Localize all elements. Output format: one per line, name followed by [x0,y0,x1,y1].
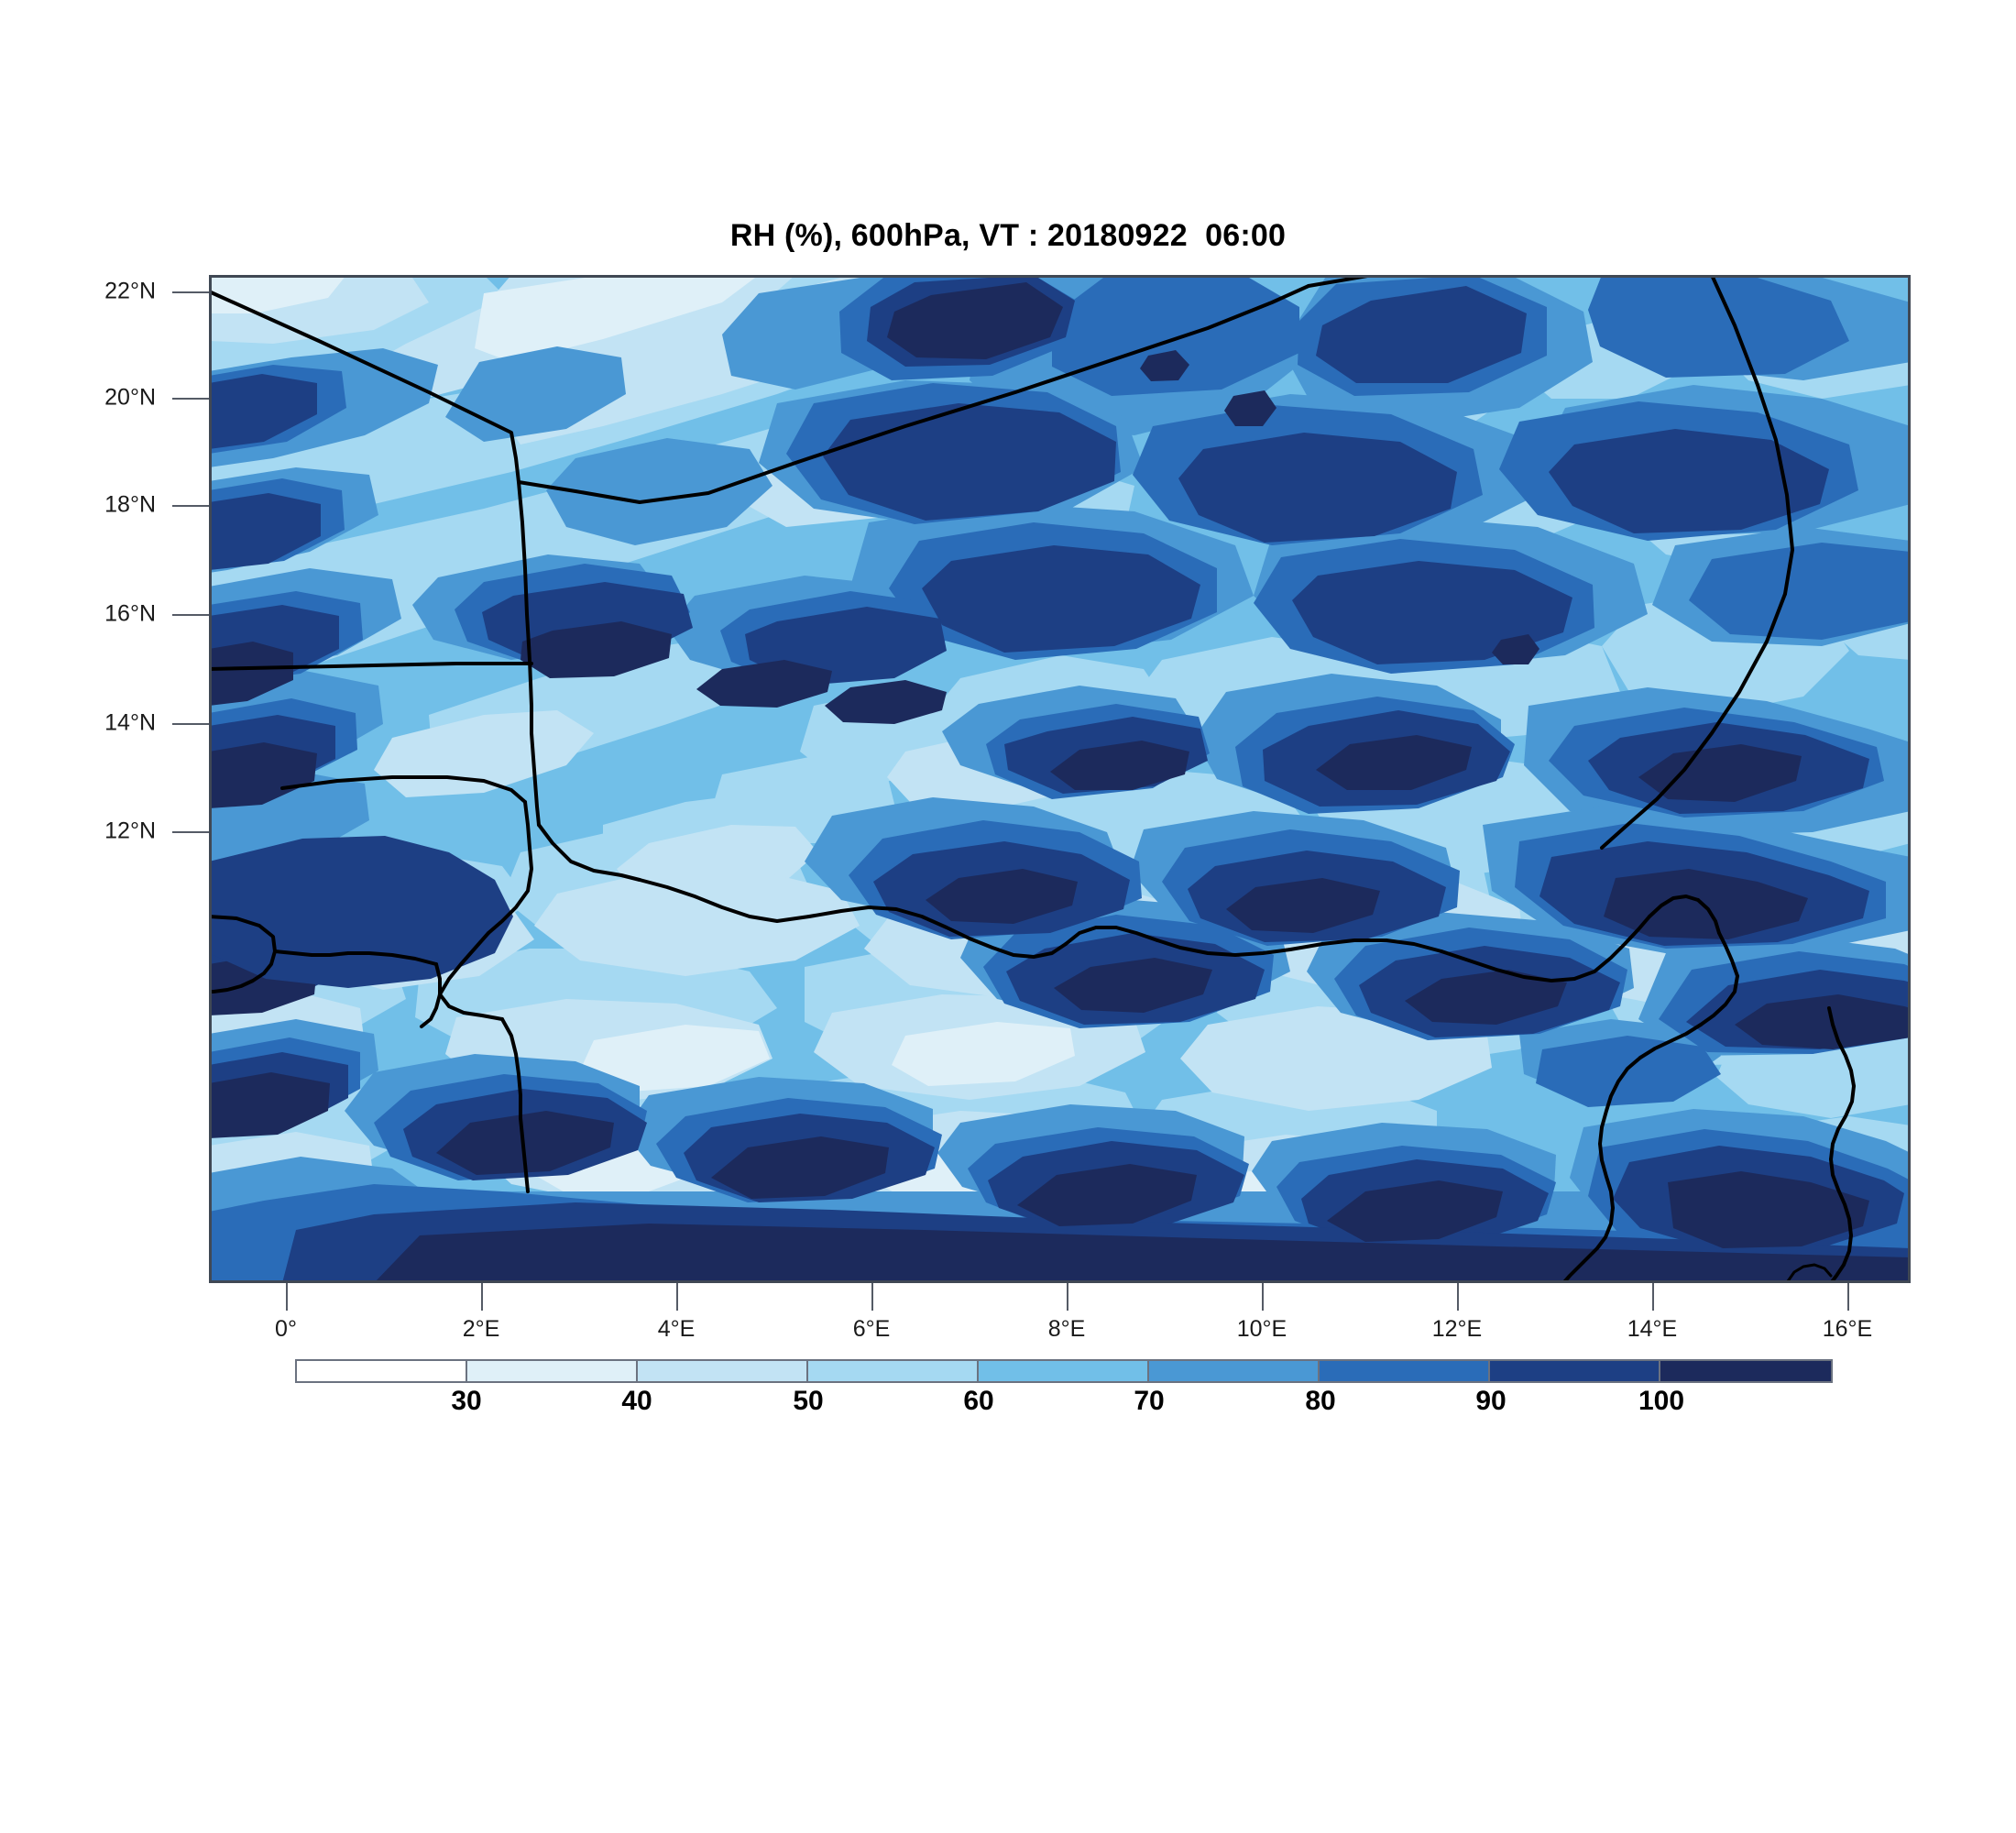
contour-fill-layer [209,275,1911,1283]
colorbar-label-100: 100 [1638,1386,1685,1416]
colorbar-segment-50-60 [806,1361,979,1381]
xtick-line-10e [1262,1283,1264,1311]
contour-band-100-110 [209,282,1911,1283]
colorbar[interactable] [295,1359,1833,1383]
page-title: RH (%), 600hPa, VT : 20180922 06:00 [729,218,1287,253]
colorbar-segment-60-70 [977,1361,1149,1381]
colorbar-segment-80-90 [1318,1361,1490,1381]
ytick-line-18n [172,505,209,507]
xtick-line-8e [1067,1283,1068,1311]
colorbar-label-90: 90 [1475,1386,1507,1416]
colorbar-segment-90-100 [1488,1361,1660,1381]
ytick-label-16n: 16°N [104,600,156,627]
ytick-label-14n: 14°N [104,709,156,736]
contour-core-nw [209,836,513,988]
colorbar-segment-40-50 [636,1361,808,1381]
xtick-line-0 [286,1283,288,1311]
xtick-label-0: 0° [275,1316,297,1342]
ytick-line-14n [172,723,209,725]
xtick-line-16e [1847,1283,1849,1311]
colorbar-segment-100-110 [1659,1361,1831,1381]
colorbar-label-70: 70 [1134,1386,1165,1416]
ytick-label-22n: 22°N [104,278,156,304]
colorbar-label-50: 50 [793,1386,824,1416]
ytick-line-20n [172,398,209,400]
xtick-line-14e [1652,1283,1654,1311]
xtick-line-12e [1457,1283,1459,1311]
colorbar-label-60: 60 [963,1386,994,1416]
xtick-line-4e [676,1283,678,1311]
ytick-label-20n: 20°N [104,384,156,411]
xtick-line-6e [871,1283,873,1311]
xtick-label-12e: 12°E [1431,1316,1483,1342]
colorbar-label-40: 40 [621,1386,652,1416]
ytick-label-18n: 18°N [104,491,156,518]
xtick-label-14e: 14°E [1627,1316,1678,1342]
xtick-label-8e: 8°E [1047,1316,1086,1342]
ytick-line-22n [172,291,209,293]
xtick-label-2e: 2°E [462,1316,500,1342]
xtick-label-4e: 4°E [657,1316,696,1342]
colorbar-segment-70-80 [1147,1361,1320,1381]
country-borders-layer [209,275,1856,1283]
colorbar-label-80: 80 [1305,1386,1336,1416]
contour-map-svg [209,275,1911,1283]
ytick-line-16n [172,614,209,616]
colorbar-segment-20-30 [297,1361,467,1381]
xtick-label-10e: 10°E [1236,1316,1287,1342]
xtick-label-16e: 16°E [1822,1316,1873,1342]
ytick-label-12n: 12°N [104,818,156,844]
colorbar-segment-30-40 [466,1361,638,1381]
xtick-label-6e: 6°E [852,1316,891,1342]
map-plot-area[interactable] [209,275,1911,1283]
xtick-line-2e [481,1283,483,1311]
ytick-line-12n [172,831,209,833]
colorbar-label-30: 30 [451,1386,482,1416]
